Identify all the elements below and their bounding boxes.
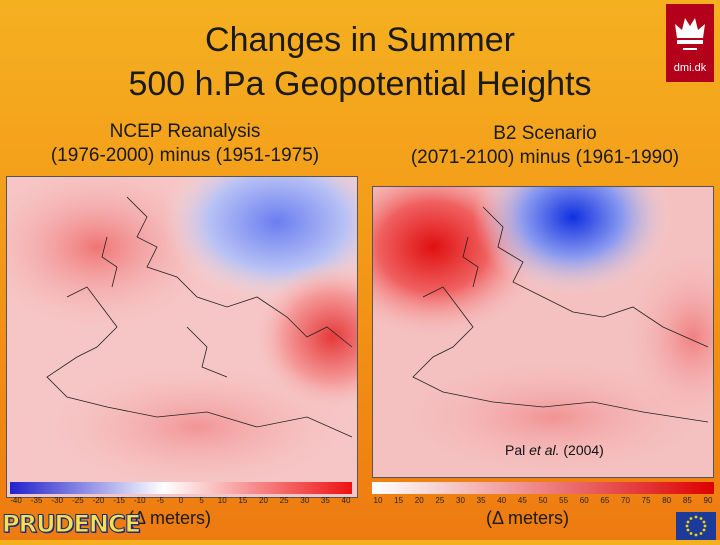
scale-tick-label: 30 <box>300 496 310 505</box>
citation-prefix: Pal <box>505 442 530 458</box>
scale-tick-label: 10 <box>217 496 227 505</box>
scale-tick-label: 40 <box>341 496 351 505</box>
scale-tick-label: -10 <box>133 496 146 505</box>
citation-italic: et al. <box>529 442 560 458</box>
scale-tick-label: 75 <box>641 496 651 505</box>
citation-suffix: (2004) <box>559 442 604 458</box>
scale-tick-label: 60 <box>579 496 589 505</box>
scale-tick-label: 35 <box>320 496 330 505</box>
scale-tick-label: 15 <box>394 496 404 505</box>
scale-tick-label: -30 <box>51 496 64 505</box>
title-line-2: 500 h.Pa Geopotential Heights <box>128 65 592 103</box>
scale-tick-label: 55 <box>559 496 569 505</box>
left-heading: NCEP Reanalysis (1976-2000) minus (1951-… <box>0 120 370 168</box>
scale-tick-label: 15 <box>238 496 248 505</box>
scale-tick-label: 0 <box>178 496 184 505</box>
scale-tick-label: 35 <box>476 496 486 505</box>
citation: Pal et al. (2004) <box>505 442 604 458</box>
logo-text: dmi.dk <box>673 62 707 74</box>
left-scale-ticks: -40 -35 -30 -25 -20 -15 -10 -5 0 5 10 15 20 25 30 35 40 <box>10 496 352 506</box>
right-color-scale <box>372 482 714 494</box>
scale-tick-label: -25 <box>72 496 84 505</box>
scale-tick-label: 45 <box>517 496 527 505</box>
scale-tick-label: -40 <box>10 496 22 505</box>
left-color-scale <box>10 482 352 494</box>
scale-tick-label: -15 <box>113 496 125 505</box>
title-line-1: Changes in Summer <box>205 21 515 59</box>
scale-tick-label: -5 <box>156 496 164 505</box>
left-heading-2: (1976-2000) minus (1951-1975) <box>50 145 320 166</box>
scale-tick-label: 25 <box>435 496 445 505</box>
right-units: (Δ meters) <box>486 508 570 528</box>
slide-title: Changes in Summer 500 h.Pa Geopotential … <box>60 18 660 106</box>
scale-tick-label: 40 <box>497 496 507 505</box>
scale-tick-label: 10 <box>373 496 383 505</box>
left-heading-1: NCEP Reanalysis <box>109 121 261 142</box>
scale-tick-label: 90 <box>703 496 713 505</box>
right-scale-ticks: 10 15 20 25 30 35 40 45 50 55 60 65 70 75 80 85 90 <box>372 496 714 506</box>
scale-tick-label: 20 <box>414 496 424 505</box>
scale-tick-label: -35 <box>30 496 43 505</box>
scale-tick-label: 85 <box>682 496 692 505</box>
crown-icon <box>675 18 705 50</box>
prudence-logo: PRUDENCE <box>2 510 142 539</box>
ncep-map <box>7 177 357 497</box>
scale-tick-label: 50 <box>538 496 548 505</box>
right-map-panel <box>372 186 714 478</box>
left-map-panel <box>6 176 358 498</box>
right-heading: B2 Scenario (2071-2100) minus (1961-1990… <box>370 122 720 170</box>
scale-tick-label: 20 <box>259 496 268 505</box>
eu-flag-icon <box>676 512 716 540</box>
right-heading-1: B2 Scenario <box>493 123 597 144</box>
scale-tick-label: -20 <box>92 496 105 505</box>
left-units: (Δ meters) <box>128 508 212 528</box>
b2-map <box>373 187 713 477</box>
scale-tick-label: 70 <box>621 496 630 505</box>
scale-tick-label: 25 <box>279 496 289 505</box>
dmi-logo: dmi.dk <box>666 4 714 82</box>
scale-tick-label: 30 <box>456 496 465 505</box>
right-heading-2: (2071-2100) minus (1961-1990) <box>410 147 680 168</box>
scale-tick-label: 65 <box>600 496 610 505</box>
scale-tick-label: 5 <box>199 496 204 505</box>
scale-tick-label: 80 <box>662 496 672 505</box>
